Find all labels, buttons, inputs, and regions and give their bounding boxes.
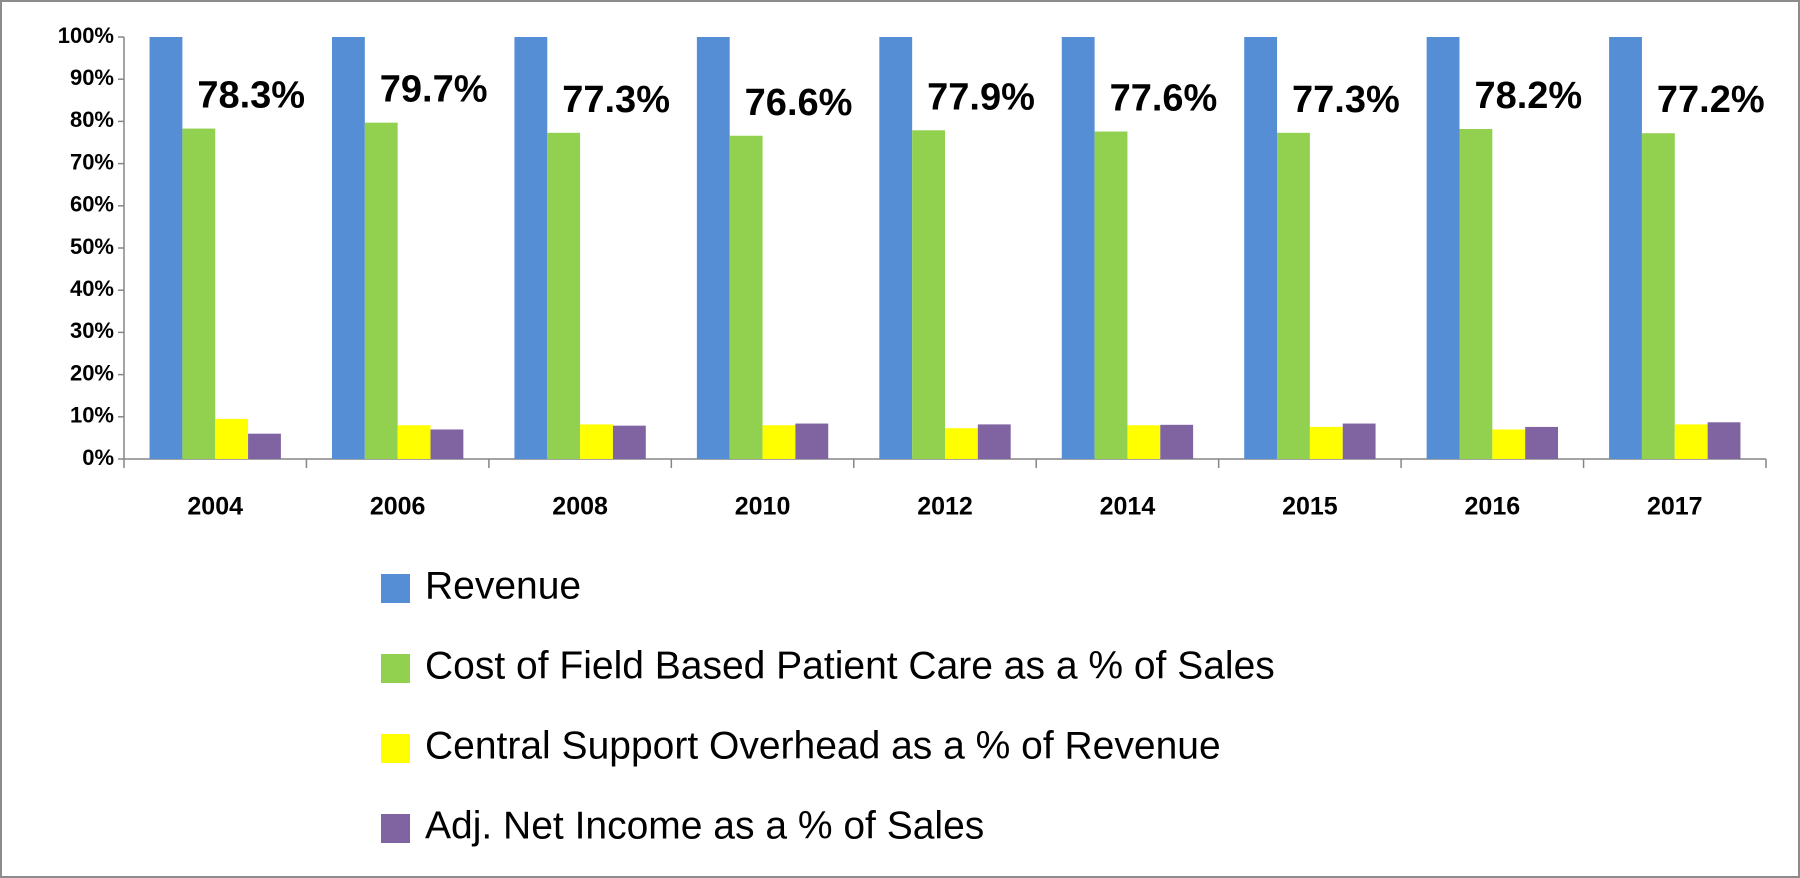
bar	[1492, 429, 1526, 459]
bar	[1309, 426, 1343, 459]
data-label: 77.3%	[1292, 79, 1400, 121]
legend-label: Revenue	[425, 564, 581, 607]
bar	[1525, 426, 1559, 459]
x-tick-label: 2016	[1465, 493, 1521, 521]
data-label: 78.2%	[1474, 75, 1582, 117]
bar	[1707, 422, 1741, 459]
legend-swatch	[381, 734, 410, 763]
legend-swatch	[381, 814, 410, 843]
bar	[977, 424, 1011, 459]
legend-label: Central Support Overhead as a % of Reven…	[425, 724, 1221, 767]
bar	[912, 130, 945, 459]
y-tick-label: 60%	[70, 192, 114, 217]
data-label: 77.2%	[1657, 79, 1765, 121]
x-tick-label: 2012	[917, 493, 973, 521]
bar	[1244, 37, 1278, 459]
bar	[514, 37, 548, 459]
bar	[795, 423, 829, 459]
bar	[397, 425, 431, 459]
bar	[331, 37, 365, 459]
legend-label: Adj. Net Income as a % of Sales	[425, 804, 984, 847]
bar	[1459, 128, 1493, 459]
bar	[696, 37, 730, 459]
bar	[1674, 424, 1708, 459]
bar	[1061, 37, 1095, 459]
bar	[762, 425, 796, 459]
data-label: 77.3%	[562, 79, 670, 121]
bar	[248, 433, 281, 459]
bar	[1160, 424, 1194, 459]
legend-swatch	[381, 574, 410, 603]
bar	[182, 128, 216, 459]
bar	[430, 429, 464, 459]
data-label: 77.6%	[1110, 78, 1218, 120]
y-tick-label: 50%	[70, 234, 114, 259]
x-tick-label: 2010	[735, 493, 791, 521]
bar	[1641, 133, 1675, 459]
bar	[1277, 132, 1310, 459]
bar	[1094, 131, 1128, 459]
y-tick-label: 70%	[70, 149, 114, 174]
bar	[1609, 37, 1642, 459]
bar	[1426, 37, 1460, 459]
y-tick-label: 10%	[70, 403, 114, 428]
x-tick-label: 2017	[1647, 493, 1703, 521]
bar	[1342, 423, 1376, 459]
x-tick-label: 2015	[1282, 493, 1338, 521]
y-tick-label: 90%	[70, 65, 114, 90]
y-tick-label: 40%	[70, 276, 114, 301]
x-tick-label: 2014	[1100, 493, 1156, 521]
y-tick-label: 30%	[70, 318, 114, 343]
bar	[547, 132, 581, 459]
x-tick-label: 2004	[187, 493, 243, 521]
y-tick-label: 20%	[70, 360, 114, 385]
data-label: 77.9%	[927, 76, 1035, 118]
bar	[149, 37, 183, 459]
y-tick-label: 0%	[82, 445, 114, 470]
legend-label: Cost of Field Based Patient Care as a % …	[425, 644, 1275, 687]
data-label: 78.3%	[197, 75, 305, 117]
y-tick-label: 100%	[58, 23, 114, 48]
x-tick-label: 2006	[370, 493, 426, 521]
legend-swatch	[381, 654, 410, 683]
bar	[580, 424, 613, 459]
bar	[729, 135, 763, 460]
x-tick-label: 2008	[552, 493, 608, 521]
bar	[879, 37, 913, 459]
data-label: 76.6%	[745, 82, 853, 124]
bar	[1127, 425, 1161, 459]
y-tick-label: 80%	[70, 107, 114, 132]
data-label: 79.7%	[380, 69, 488, 111]
bar	[215, 418, 249, 459]
bar	[612, 425, 646, 459]
bar	[364, 122, 398, 459]
bar	[945, 428, 978, 459]
